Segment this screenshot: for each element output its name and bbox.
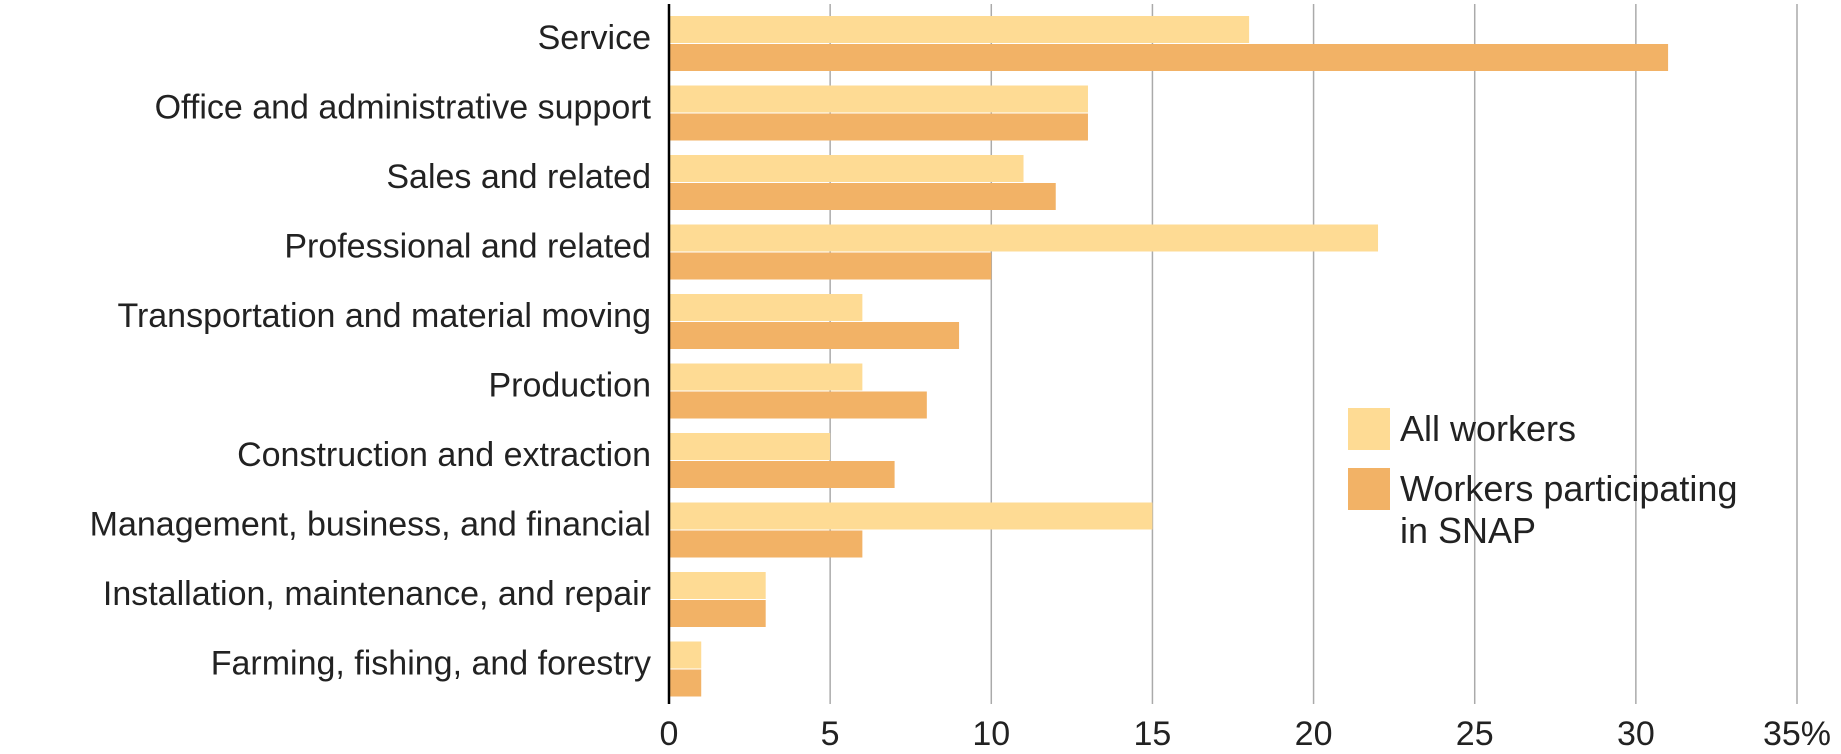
y-tick-label: Professional and related xyxy=(284,227,651,265)
y-tick-label: Sales and related xyxy=(386,158,651,196)
bar xyxy=(669,294,863,321)
bar xyxy=(669,155,1024,182)
y-tick-label: Installation, maintenance, and repair xyxy=(103,575,651,613)
bar xyxy=(669,572,766,599)
bar xyxy=(669,252,992,280)
y-tick-label: Transportation and material moving xyxy=(117,297,651,335)
bar xyxy=(669,669,702,697)
x-tick-label: 20 xyxy=(1295,715,1333,753)
y-tick-label: Office and administrative support xyxy=(155,88,652,126)
x-tick-label: 30 xyxy=(1617,715,1655,753)
bar xyxy=(669,391,927,419)
bar xyxy=(669,530,863,558)
bar xyxy=(669,16,1250,43)
legend-label: Workers participating in SNAP xyxy=(1400,468,1738,551)
legend-item: Workers participating in SNAP xyxy=(1348,468,1760,552)
legend-item: All workers xyxy=(1348,408,1760,450)
x-tick-label: 15 xyxy=(1134,715,1172,753)
bar xyxy=(669,224,1379,252)
x-tick-label: 5 xyxy=(821,715,840,753)
bar xyxy=(669,461,895,488)
bar xyxy=(669,113,1088,141)
bar xyxy=(669,85,1088,113)
bar xyxy=(669,44,1669,71)
y-tick-label: Construction and extraction xyxy=(237,436,651,474)
y-tick-label: Farming, fishing, and forestry xyxy=(211,644,651,682)
y-tick-label: Management, business, and financial xyxy=(90,505,651,543)
legend: All workers Workers participating in SNAP xyxy=(1348,408,1760,570)
bar xyxy=(669,641,702,669)
bar xyxy=(669,502,1153,530)
bar xyxy=(669,322,960,349)
bar xyxy=(669,433,831,460)
y-tick-label: Production xyxy=(488,366,651,404)
y-tick-label: Service xyxy=(538,19,651,57)
legend-label: All workers xyxy=(1400,408,1577,449)
x-tick-label: 35% xyxy=(1763,715,1831,753)
x-tick-label: 10 xyxy=(972,715,1010,753)
bar xyxy=(669,363,863,391)
legend-swatch xyxy=(1348,468,1390,510)
bar xyxy=(669,183,1056,210)
legend-swatch xyxy=(1348,408,1390,450)
x-tick-label: 25 xyxy=(1456,715,1494,753)
bar xyxy=(669,600,766,627)
x-tick-label: 0 xyxy=(660,715,679,753)
